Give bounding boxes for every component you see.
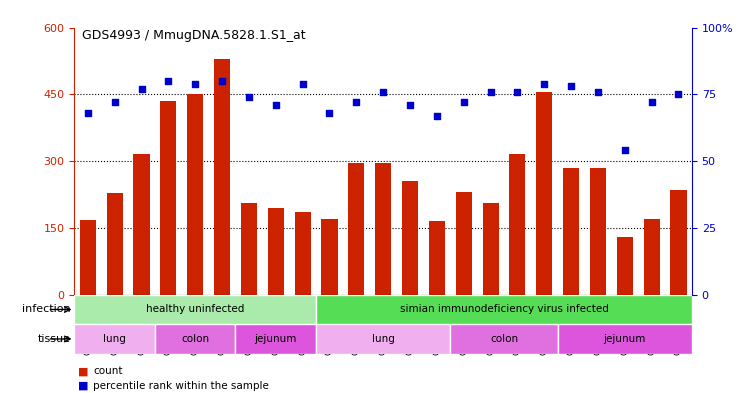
Text: colon: colon [181, 334, 209, 344]
Bar [563, 168, 579, 295]
Bar [348, 163, 365, 295]
Point [458, 99, 469, 105]
Bar [295, 212, 311, 295]
Bar [106, 193, 123, 295]
Bar [375, 163, 391, 295]
Point [135, 86, 147, 92]
Text: count: count [93, 366, 123, 376]
Point [511, 88, 523, 95]
Bar [187, 94, 203, 295]
Point [189, 81, 201, 87]
Bar [590, 168, 606, 295]
Point [162, 78, 174, 84]
Bar [155, 324, 236, 354]
Bar [617, 237, 633, 295]
Point [216, 78, 228, 84]
Bar [670, 190, 687, 295]
Point [565, 83, 577, 90]
Point [431, 112, 443, 119]
Text: percentile rank within the sample: percentile rank within the sample [93, 381, 269, 391]
Bar [455, 192, 472, 295]
Bar [214, 59, 230, 295]
Text: ■: ■ [78, 381, 89, 391]
Text: lung: lung [372, 334, 394, 344]
Bar [241, 204, 257, 295]
Bar [268, 208, 283, 295]
Bar [74, 295, 316, 324]
Text: colon: colon [490, 334, 518, 344]
Bar [236, 324, 316, 354]
Point [646, 99, 658, 105]
Point [404, 102, 416, 108]
Point [619, 147, 631, 154]
Point [377, 88, 389, 95]
Point [324, 110, 336, 116]
Text: jejunum: jejunum [254, 334, 297, 344]
Bar [321, 219, 338, 295]
Text: infection: infection [22, 305, 71, 314]
Point [350, 99, 362, 105]
Text: tissue: tissue [38, 334, 71, 344]
Text: simian immunodeficiency virus infected: simian immunodeficiency virus infected [400, 305, 609, 314]
Bar [160, 101, 176, 295]
Bar [80, 220, 96, 295]
Point [243, 94, 255, 100]
Bar [402, 181, 418, 295]
Point [484, 88, 496, 95]
Bar [536, 92, 552, 295]
Text: healthy uninfected: healthy uninfected [146, 305, 245, 314]
Point [109, 99, 121, 105]
Bar [316, 295, 692, 324]
Bar [316, 324, 450, 354]
Bar [644, 219, 660, 295]
Point [539, 81, 551, 87]
Point [673, 91, 684, 97]
Bar [450, 324, 558, 354]
Bar [74, 324, 155, 354]
Point [82, 110, 94, 116]
Text: GDS4993 / MmugDNA.5828.1.S1_at: GDS4993 / MmugDNA.5828.1.S1_at [82, 29, 306, 42]
Point [297, 81, 309, 87]
Point [592, 88, 604, 95]
Bar [510, 154, 525, 295]
Text: jejunum: jejunum [603, 334, 646, 344]
Bar [483, 204, 498, 295]
Bar [558, 324, 692, 354]
Bar [429, 221, 445, 295]
Bar [133, 154, 150, 295]
Point [270, 102, 282, 108]
Text: ■: ■ [78, 366, 89, 376]
Text: lung: lung [103, 334, 126, 344]
